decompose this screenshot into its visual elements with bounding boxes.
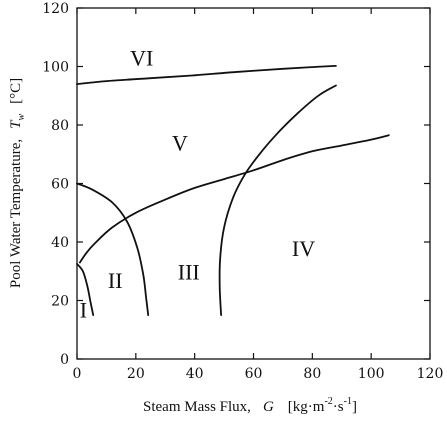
x-tick-label: 80: [303, 366, 321, 382]
y-tick-label: 60: [51, 177, 69, 193]
regime-boundary-line-4: [79, 134, 390, 264]
region-label-IV: IV: [292, 236, 315, 261]
y-axis-title: Pool Water Temperature,Tw[°C]: [8, 78, 27, 288]
regime-boundary-line-1: [76, 65, 337, 85]
regime-boundary-line-2: [76, 182, 150, 316]
region-label-I: I: [80, 297, 87, 322]
region-label-III: III: [178, 259, 200, 284]
y-tick-label: 20: [51, 294, 69, 310]
x-tick-label: 0: [73, 366, 82, 382]
region-label-V: V: [172, 131, 188, 156]
regime-boundary-line-3: [76, 263, 95, 316]
y-tick-label: 100: [42, 60, 69, 76]
regime-boundary-line-5: [218, 84, 337, 316]
x-tick-label: 20: [127, 366, 145, 382]
tick-labels: 0 20 40 60 80 100 120 0 20 40 60 80 100 120: [42, 1, 443, 382]
y-tick-label: 0: [60, 352, 69, 368]
y-tick-label: 40: [51, 235, 69, 251]
region-label-II: II: [108, 268, 123, 293]
x-tick-label: 60: [245, 366, 263, 382]
tick-marks: [76, 7, 431, 360]
x-tick-label: 100: [358, 366, 385, 382]
x-axis-title: Steam Mass Flux, G [kg·m-2·s-1]: [143, 396, 357, 415]
y-tick-label: 120: [42, 1, 69, 17]
x-tick-label: 120: [417, 366, 444, 382]
y-tick-label: 80: [51, 118, 69, 134]
region-label-VI: VI: [130, 46, 153, 71]
x-tick-label: 40: [186, 366, 204, 382]
regime-boundaries: [76, 65, 390, 316]
